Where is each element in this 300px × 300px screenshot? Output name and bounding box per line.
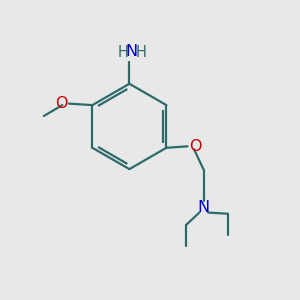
Text: O: O bbox=[55, 96, 68, 111]
Text: O: O bbox=[189, 139, 202, 154]
Text: N: N bbox=[126, 44, 138, 59]
Text: H: H bbox=[135, 45, 146, 60]
Text: H: H bbox=[118, 45, 128, 60]
Text: N: N bbox=[198, 200, 210, 215]
